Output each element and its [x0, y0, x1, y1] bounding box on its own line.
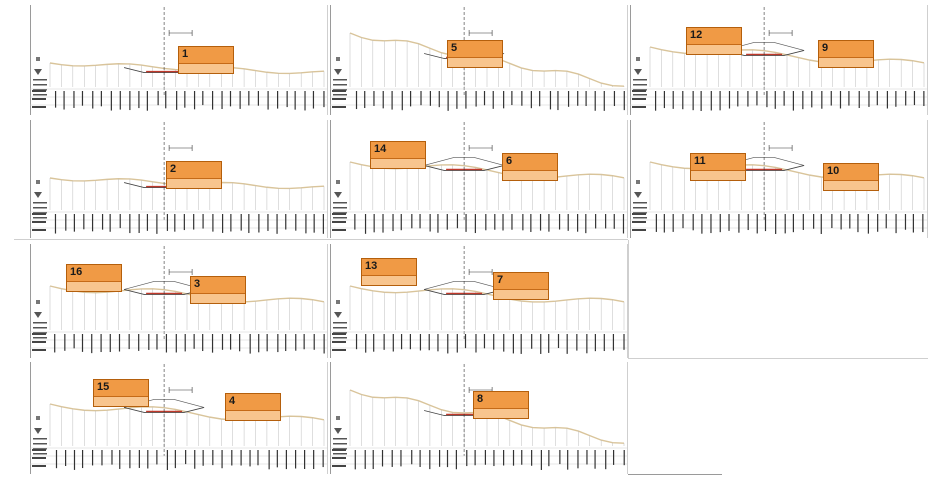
section-label-box: 2 — [166, 161, 222, 189]
section-number: 7 — [497, 274, 504, 286]
profile-panel-15-4: 15 4 — [30, 362, 328, 474]
section-label-box: 14 — [370, 141, 426, 169]
section-number: 9 — [822, 42, 829, 54]
section-label-box: 4 — [225, 393, 281, 421]
section-label-box: 6 — [502, 153, 558, 181]
section-label-box: 8 — [473, 391, 529, 419]
section-number: 11 — [694, 155, 706, 167]
section-label-box: 16 — [66, 264, 122, 292]
profile-panel-1: 1 — [30, 5, 328, 115]
profile-drawing — [30, 244, 328, 358]
frame-line — [14, 239, 628, 240]
profile-drawing — [30, 362, 328, 474]
section-number: 10 — [827, 165, 840, 177]
profile-panel-8: 8 — [330, 362, 628, 474]
section-number: 1 — [182, 48, 189, 60]
section-label-box: 7 — [493, 272, 549, 300]
profile-drawing — [330, 120, 628, 238]
frame-line — [628, 358, 928, 359]
section-label-box: 1 — [178, 46, 234, 74]
section-number: 16 — [70, 266, 83, 278]
frame-line — [628, 240, 629, 358]
section-label-box: 3 — [190, 276, 246, 304]
profile-panel-13-7: 13 7 — [330, 244, 628, 358]
section-number: 2 — [170, 163, 177, 175]
section-label-box: 9 — [818, 40, 874, 68]
profile-drawing — [630, 120, 928, 238]
section-number: 14 — [374, 143, 387, 155]
section-number: 6 — [506, 155, 513, 167]
profile-panel-5: 5 — [330, 5, 628, 115]
section-label-box: 13 — [361, 258, 417, 286]
section-number: 12 — [690, 29, 703, 41]
profile-panel-14-6: 14 6 — [330, 120, 628, 238]
section-label-box: 15 — [93, 379, 149, 407]
section-label-box: 11 — [690, 153, 746, 181]
section-number: 13 — [365, 260, 378, 272]
profile-drawing — [330, 244, 628, 358]
section-number: 4 — [229, 395, 236, 407]
section-number: 3 — [194, 278, 201, 290]
profile-panel-2: 2 — [30, 120, 328, 238]
profile-drawing — [630, 5, 928, 115]
section-label-box: 5 — [447, 40, 503, 68]
profile-panel-12-9: 12 9 — [630, 5, 928, 115]
frame-line — [628, 474, 722, 475]
profile-panel-16-3: 16 3 — [30, 244, 328, 358]
section-label-box: 12 — [686, 27, 742, 55]
section-number: 15 — [97, 381, 110, 393]
profile-panel-11-10: 11 10 — [630, 120, 928, 238]
section-label-box: 10 — [823, 163, 879, 191]
section-number: 8 — [477, 393, 484, 405]
section-number: 5 — [451, 42, 458, 54]
profile-drawing — [330, 5, 628, 115]
